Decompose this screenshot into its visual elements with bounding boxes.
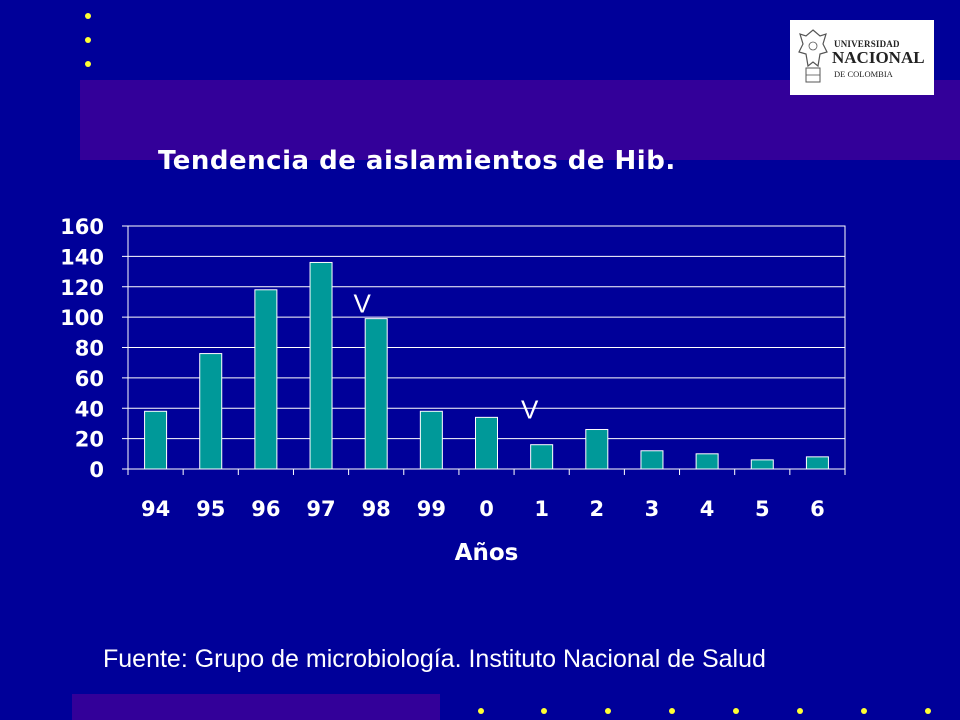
bar: [475, 416, 498, 470]
x-tick-label: 94: [141, 497, 170, 521]
bottom-band: [72, 694, 440, 720]
x-tick-label: 3: [645, 497, 660, 521]
bar: [805, 456, 829, 470]
university-logo: UNIVERSIDAD NACIONAL DE COLOMBIA: [790, 20, 934, 95]
source-note: Fuente: Grupo de microbiología. Institut…: [103, 645, 766, 673]
bullet-dot: [85, 61, 91, 67]
bullet-dot: [925, 708, 931, 714]
bar: [254, 289, 278, 470]
annotation-label: V: [521, 395, 539, 425]
bar: [364, 318, 388, 470]
bar: [695, 453, 719, 470]
coat-of-arms-icon: [798, 29, 828, 83]
bar: [309, 261, 333, 470]
bar: [750, 459, 774, 470]
bullet-dot: [605, 708, 611, 714]
bar: [199, 353, 223, 470]
y-tick-label: 80: [75, 337, 104, 361]
y-tick-label: 160: [60, 215, 104, 239]
x-tick-label: 97: [306, 497, 335, 521]
x-tick-label: 4: [700, 497, 715, 521]
x-tick-label: 95: [196, 497, 225, 521]
x-axis-label: Años: [455, 540, 519, 566]
y-tick-label: 20: [75, 428, 104, 452]
bullet-dot: [541, 708, 547, 714]
chart-title: Tendencia de aislamientos de Hib.: [158, 146, 676, 176]
y-tick-label: 60: [75, 367, 104, 391]
y-tick-label: 40: [75, 397, 104, 421]
bar: [585, 429, 609, 470]
bar: [419, 410, 443, 470]
logo-line-1: UNIVERSIDAD: [834, 39, 900, 49]
y-tick-label: 100: [60, 306, 104, 330]
x-tick-label: 96: [251, 497, 280, 521]
bar: [144, 410, 168, 470]
bullet-dot: [733, 708, 739, 714]
x-tick-label: 5: [755, 497, 770, 521]
x-tick-label: 2: [589, 497, 604, 521]
y-tick-label: 120: [60, 276, 104, 300]
bar: [530, 444, 554, 470]
bullet-dot: [669, 708, 675, 714]
y-tick-label: 0: [89, 458, 104, 482]
annotation-label: V: [354, 289, 372, 319]
y-tick-label: 140: [60, 245, 104, 269]
bullet-dot: [85, 37, 91, 43]
x-tick-label: 1: [534, 497, 549, 521]
x-tick-label: 98: [362, 497, 391, 521]
logo-line-3: DE COLOMBIA: [834, 69, 893, 79]
bullet-dot: [797, 708, 803, 714]
logo-line-2: NACIONAL: [832, 48, 925, 67]
x-tick-label: 99: [417, 497, 446, 521]
bullet-dot: [478, 708, 484, 714]
x-tick-label: 6: [810, 497, 825, 521]
bullet-dot: [861, 708, 867, 714]
bar: [640, 450, 664, 470]
x-tick-label: 0: [479, 497, 494, 521]
bullet-dot: [85, 13, 91, 19]
